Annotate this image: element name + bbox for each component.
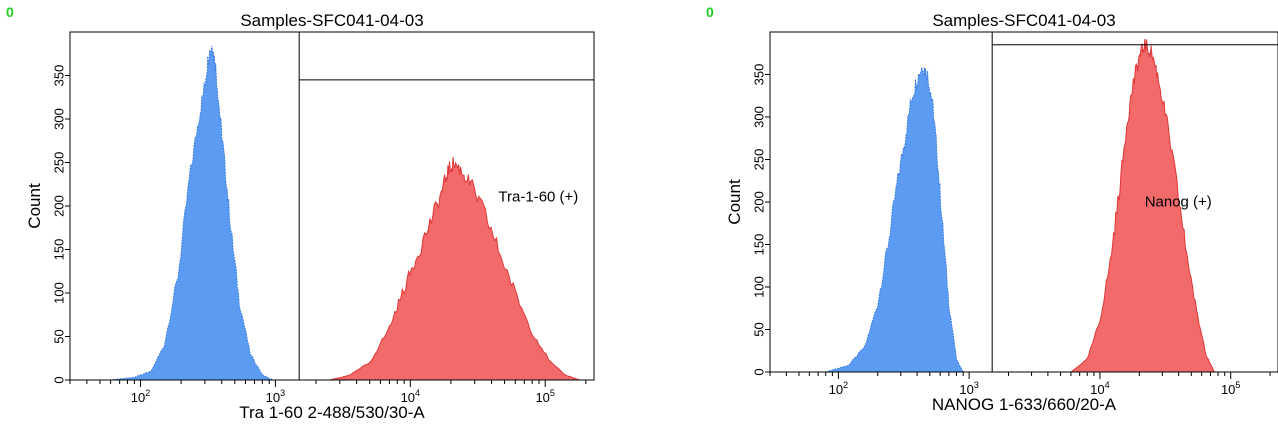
y-tick-label: 100 [51, 282, 66, 304]
y-tick-label: 0 [751, 368, 766, 375]
histogram-series-0 [110, 45, 275, 381]
histogram-series-1 [329, 156, 580, 381]
histogram-panel-nanog: 0 Nanog (+) 0 50 100 150 200 250 300 350 102 103 10… [700, 0, 1278, 433]
chart-title: Samples-SFC041-04-03 [240, 11, 423, 30]
gate-label: Nanog (+) [1145, 193, 1212, 210]
y-axis-label: Count [725, 179, 744, 225]
y-tick-label: 200 [51, 195, 66, 217]
x-tick-label: 102 [131, 388, 150, 405]
histogram-panel-tra160: 0 Tra-1-60 (+) 0 50 100 150 200 250 300 350 102 10… [6, 4, 595, 422]
y-tick-label: 350 [51, 65, 66, 87]
y-tick-label: 50 [51, 329, 66, 343]
x-tick-label: 103 [959, 380, 978, 397]
x-tick-label: 103 [266, 388, 285, 405]
y-tick-label: 350 [751, 64, 766, 86]
histogram-chart-nanog: Nanog (+) 0 50 100 150 200 250 300 350 102 103 104 1… [725, 11, 1278, 414]
y-tick-label: 300 [51, 108, 66, 130]
y-tick-label: 250 [51, 152, 66, 174]
x-tick-label: 104 [1090, 380, 1109, 397]
x-tick-label: 105 [1221, 380, 1240, 397]
y-tick-label: 50 [751, 322, 766, 336]
x-tick-label: 102 [829, 380, 848, 397]
y-tick-label: 0 [51, 376, 66, 383]
corner-label: 0 [706, 4, 714, 20]
histogram-series-0 [825, 67, 965, 373]
y-axis-label: Count [25, 183, 44, 229]
x-tick-label: 105 [535, 388, 554, 405]
y-tick-label: 200 [751, 191, 766, 213]
gate-label: Tra-1-60 (+) [498, 189, 578, 206]
y-tick-label: 150 [751, 234, 766, 256]
corner-label: 0 [6, 4, 14, 20]
y-tick-label: 100 [751, 276, 766, 298]
x-axis-label: Tra 1-60 2-488/530/30-A [239, 403, 425, 422]
x-tick-label: 104 [401, 388, 420, 405]
y-tick-label: 250 [751, 149, 766, 171]
x-axis-label: NANOG 1-633/660/20-A [932, 395, 1117, 414]
chart-title: Samples-SFC041-04-03 [932, 11, 1115, 30]
y-tick-label: 300 [751, 106, 766, 128]
y-tick-label: 150 [51, 239, 66, 261]
histogram-chart-tra160: Tra-1-60 (+) 0 50 100 150 200 250 300 350 102 103 1… [25, 11, 595, 422]
